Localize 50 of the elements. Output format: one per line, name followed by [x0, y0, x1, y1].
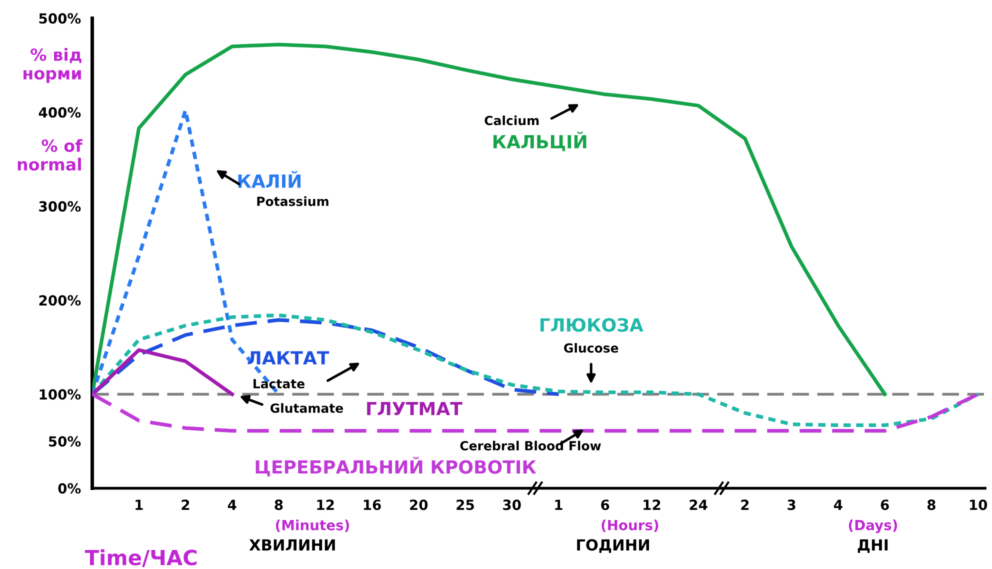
annotation: Glucose: [564, 343, 618, 353]
text: ГЛЮКОЗА: [540, 318, 644, 332]
x-tick-label: 12: [317, 500, 334, 510]
x-tick-label: 4: [834, 500, 842, 510]
y-tick-label: 50%: [48, 436, 81, 447]
text: (Minutes): [276, 520, 349, 532]
y-tick-label: 200%: [39, 295, 81, 306]
text: ХВИЛИНИ: [249, 539, 335, 550]
annotation: Lactate: [254, 379, 304, 388]
text: % of normal: [18, 139, 82, 171]
annotation: Calcium: [484, 116, 539, 126]
x-tick-label: 6: [880, 500, 889, 510]
text: (Hours): [602, 520, 658, 532]
x-tick-label: 10: [970, 500, 988, 510]
y-tick-label: 0%: [58, 483, 81, 494]
series-label: ЦЕРЕБРАЛЬНИЙ КРОВОТІК: [256, 456, 536, 476]
x-tick-label: 24: [690, 500, 708, 510]
x-tick-label: 8: [927, 500, 936, 510]
y-tick-label: 100%: [40, 389, 81, 400]
x-tick-label: 2: [741, 500, 749, 510]
x-tick-label: 1: [136, 500, 143, 510]
x-tick-label: 4: [228, 500, 236, 510]
annotation: Potassium: [257, 196, 328, 206]
text: КАЛІЙ: [238, 170, 301, 188]
text: ДНІ: [858, 539, 888, 553]
x-tick-label: 16: [364, 500, 381, 510]
annotation: Glutamate: [270, 403, 343, 413]
x-axis-title: Time/ЧАС: [84, 549, 197, 568]
line-series: [92, 42, 887, 396]
series-label: ЛАКТАТ: [248, 351, 330, 364]
text: ГОДИНИ: [577, 539, 649, 553]
x-tick-label: 12: [644, 500, 660, 510]
x-tick-label: 6: [601, 500, 610, 510]
line-series: [92, 392, 980, 433]
text: КАЛЬЦІЙ: [493, 132, 586, 152]
x-tick-label: 25: [456, 500, 474, 510]
y-axis-title: % від норми: [24, 48, 82, 83]
text: (Days): [848, 520, 898, 534]
annotation: Cerebral Blood Flow: [460, 440, 601, 450]
y-tick-label: 500%: [39, 13, 81, 24]
x-tick-label: 8: [274, 500, 283, 510]
text: ГЛУТМАТ: [367, 402, 462, 416]
y-tick-label: 300%: [39, 201, 81, 212]
x-tick-label: 2: [182, 500, 190, 510]
line-series: [92, 313, 980, 428]
x-tick-label: 30: [503, 500, 521, 510]
x-tick-label: 3: [788, 500, 796, 510]
x-tick-label: 1: [555, 500, 562, 510]
y-tick-label: 400%: [38, 107, 81, 118]
x-tick-label: 20: [410, 500, 428, 510]
